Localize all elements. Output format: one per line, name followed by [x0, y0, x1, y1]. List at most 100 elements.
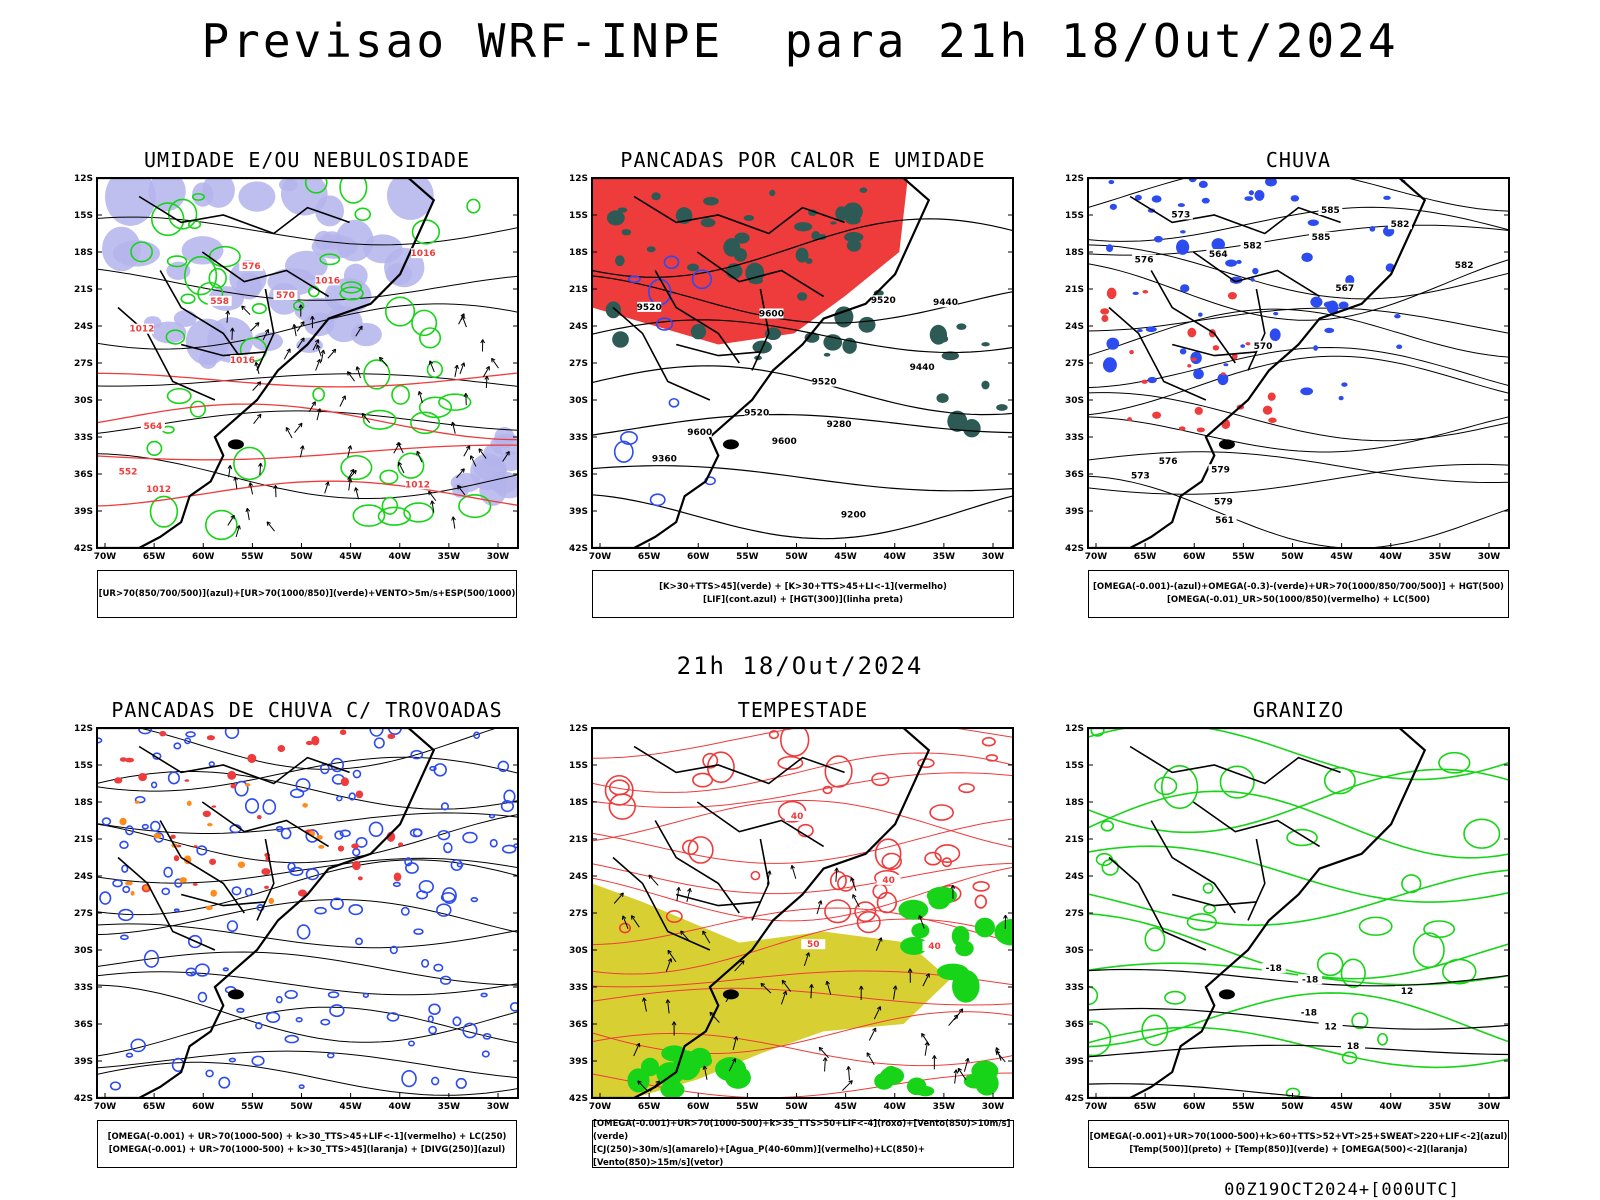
wind-vector — [283, 348, 291, 360]
lon-label: 65W — [1134, 552, 1157, 562]
contour-label-bg — [1168, 209, 1193, 220]
wind-vector — [347, 445, 353, 450]
wind-vector — [702, 1065, 708, 1070]
rain-area — [1267, 392, 1276, 401]
contour-label-bg — [239, 261, 264, 272]
divergence-contour — [208, 761, 215, 767]
divergence-contour — [440, 892, 456, 903]
precip-water-contour — [592, 772, 1013, 809]
streamline — [1088, 416, 1509, 453]
divergence-contour — [334, 830, 344, 840]
state-border — [675, 343, 761, 357]
omega-area — [1345, 274, 1355, 286]
precip-water-contour — [777, 755, 804, 770]
divergence-contour — [433, 963, 444, 972]
contour-label-bg — [933, 297, 958, 308]
rain-area — [1245, 342, 1251, 346]
divergence-contour — [152, 752, 162, 760]
humidity-contour — [251, 302, 267, 315]
contour-label-bg — [841, 509, 866, 520]
coastline — [1088, 178, 1427, 548]
heat-humidity-area — [797, 292, 808, 301]
rain-area — [1101, 314, 1109, 323]
temp850-contour — [1144, 927, 1166, 952]
strong-wind-area — [936, 963, 969, 981]
wind-vector — [228, 465, 231, 478]
contour-label-bg — [922, 941, 947, 952]
wind-vector — [266, 521, 271, 526]
precip-water-contour — [824, 755, 853, 788]
contour-label: -18 — [1266, 964, 1282, 974]
thickness-contour — [97, 403, 518, 441]
caption-granizo: [OMEGA(-0.001)+UR>70(1000-500)+k>60+TTS>… — [1088, 1120, 1509, 1168]
shower-area — [244, 783, 251, 787]
caption-line: [K>30+TTS>45](verde) + [K>30+TTS>45+LI<-… — [659, 582, 947, 592]
wind-vector — [963, 1058, 969, 1072]
omega-area — [1180, 284, 1190, 293]
contour-label-bg — [785, 811, 810, 822]
divergence-contour — [501, 844, 517, 854]
divergence-contour — [112, 879, 123, 888]
lat-label: 15S — [569, 211, 588, 221]
humidity-contour — [340, 454, 373, 481]
precip-water-contour — [974, 894, 988, 909]
strong-wind-area — [975, 1071, 999, 1096]
map-frame — [96, 177, 519, 549]
state-border — [1192, 251, 1321, 298]
lon-label: 30W — [982, 552, 1005, 562]
divergence-contour — [296, 924, 311, 940]
lat-label: 18S — [74, 248, 93, 258]
wind-vector — [248, 482, 254, 487]
wind-vector — [824, 1057, 826, 1072]
divergence-contour — [482, 1033, 492, 1040]
wind-vector — [454, 364, 459, 370]
contour-label: -18 — [1301, 1008, 1317, 1018]
lon-label: 60W — [1183, 552, 1206, 562]
contour-label: 1012 — [129, 325, 154, 335]
thunderstorm-area — [277, 744, 286, 753]
panel-title-pancadas-trovoadas: PANCADAS DE CHUVA C/ TROVOADAS — [111, 698, 503, 722]
omega-area — [1250, 277, 1255, 282]
thunderstorm-area — [192, 882, 198, 886]
divergence-contour — [251, 1055, 265, 1067]
wind-vector — [235, 525, 240, 538]
omega-area — [1341, 382, 1348, 387]
rain-area — [1268, 417, 1277, 423]
precip-water-contour — [592, 1032, 1013, 1067]
shower-area — [125, 881, 133, 886]
contour-label-bg — [116, 466, 141, 477]
thunderstorm-area — [170, 834, 176, 839]
wind-vector — [635, 1042, 641, 1048]
lat-label: 21S — [1065, 285, 1084, 295]
lat-label: 36S — [569, 1020, 588, 1030]
wind-vector — [316, 344, 321, 349]
caption-line: [OMEGA(-0.001)+UR>70(1000-500)+k>35_TTS>… — [593, 1119, 1011, 1142]
wind-vector — [254, 361, 260, 367]
rain-area — [1127, 417, 1132, 422]
lon-label: 45W — [834, 552, 857, 562]
wind-vector — [958, 1008, 964, 1013]
map-content — [97, 728, 518, 1098]
contour-label: 50 — [807, 940, 820, 950]
divergence-contour — [373, 737, 385, 749]
thunderstorm-area — [202, 810, 211, 818]
heat-humidity-area — [745, 262, 765, 284]
wind-vector — [872, 1027, 877, 1033]
caption-line: [LIF](cont.azul) + [HGT(300)](linha pret… — [702, 595, 904, 605]
wind-vector — [850, 877, 855, 882]
humidity-contour — [381, 496, 399, 515]
divergence-contour — [284, 1034, 300, 1044]
temp500-contour — [1088, 1083, 1509, 1098]
lon-label: 40W — [389, 1102, 412, 1112]
divergence-contour — [284, 989, 298, 1000]
humidity-contour — [130, 241, 153, 263]
wind-vector — [273, 484, 278, 490]
wind-vector — [347, 469, 357, 480]
temp850-contour — [1088, 790, 1509, 859]
wind-vector — [922, 973, 930, 987]
contour-label: 564 — [144, 422, 163, 432]
wind-vector — [671, 1021, 677, 1026]
wind-vector — [760, 982, 772, 994]
wind-vector — [256, 381, 262, 386]
lat-label: 21S — [569, 285, 588, 295]
